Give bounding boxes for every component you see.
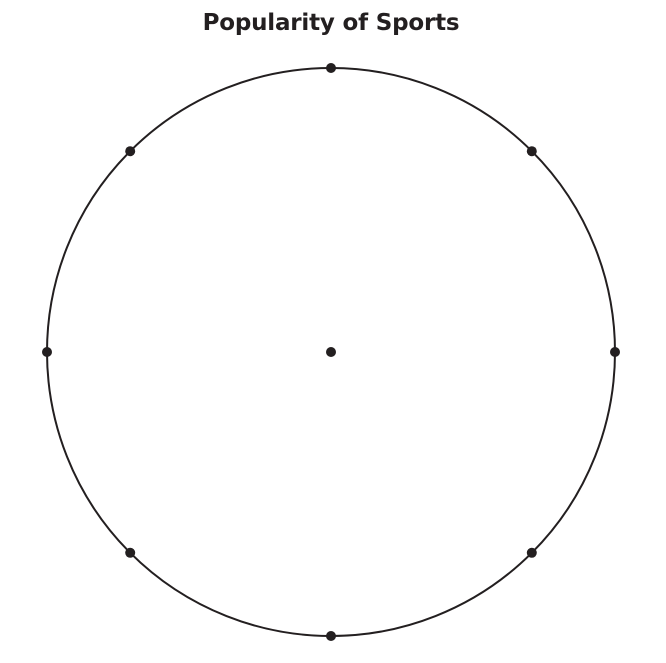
- division-markers: [42, 63, 620, 641]
- boundary-marker-top-right: [526, 146, 537, 157]
- boundary-marker-right: [610, 347, 620, 357]
- boundary-marker-top-left: [125, 146, 136, 157]
- boundary-marker-bottom: [326, 631, 336, 641]
- chart-title: Popularity of Sports: [202, 10, 460, 36]
- boundary-marker-bottom-right: [526, 547, 537, 558]
- boundary-marker-left: [42, 347, 52, 357]
- center-marker: [326, 347, 336, 357]
- boundary-marker-bottom-left: [125, 547, 136, 558]
- boundary-marker-top: [326, 63, 336, 73]
